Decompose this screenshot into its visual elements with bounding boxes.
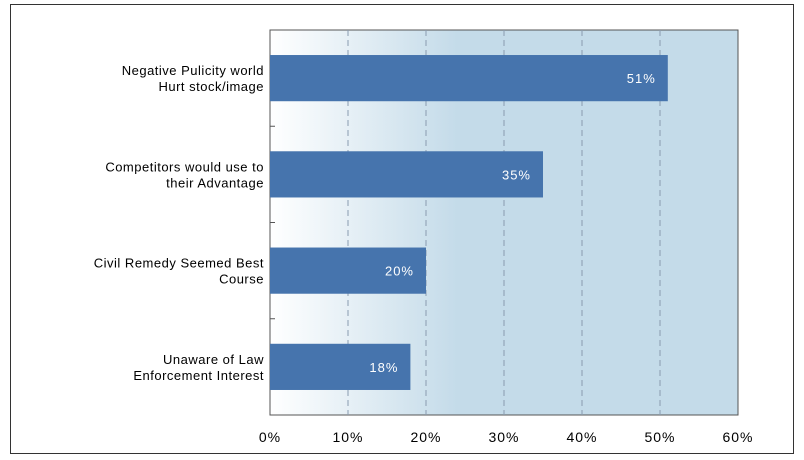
category-label: Unaware of Law xyxy=(163,352,264,367)
data-label: 20% xyxy=(385,264,414,279)
x-tick-label: 50% xyxy=(644,429,675,445)
category-label: Enforcement Interest xyxy=(133,368,264,383)
category-label: Course xyxy=(219,272,264,287)
data-label: 18% xyxy=(369,360,398,375)
bar xyxy=(270,151,543,198)
x-tick-label: 60% xyxy=(722,429,753,445)
data-label: 51% xyxy=(627,71,656,86)
x-tick-label: 10% xyxy=(332,429,363,445)
x-tick-label: 30% xyxy=(488,429,519,445)
x-tick-label: 20% xyxy=(410,429,441,445)
bars: 51% 35% 20% 18% xyxy=(270,55,668,390)
x-axis-ticks: 0% 10% 20% 30% 40% 50% 60% xyxy=(259,429,753,445)
category-label: their Advantage xyxy=(166,175,264,190)
data-label: 35% xyxy=(502,167,531,182)
bar xyxy=(270,343,411,390)
bar xyxy=(270,55,668,102)
category-label: Hurt stock/image xyxy=(158,79,264,94)
category-label: Competitors would use to xyxy=(105,159,264,174)
category-label: Negative Pulicity world xyxy=(122,63,264,78)
x-tick-label: 40% xyxy=(566,429,597,445)
bar xyxy=(270,247,426,294)
x-tick-label: 0% xyxy=(259,429,281,445)
category-label: Civil Remedy Seemed Best xyxy=(94,256,264,271)
